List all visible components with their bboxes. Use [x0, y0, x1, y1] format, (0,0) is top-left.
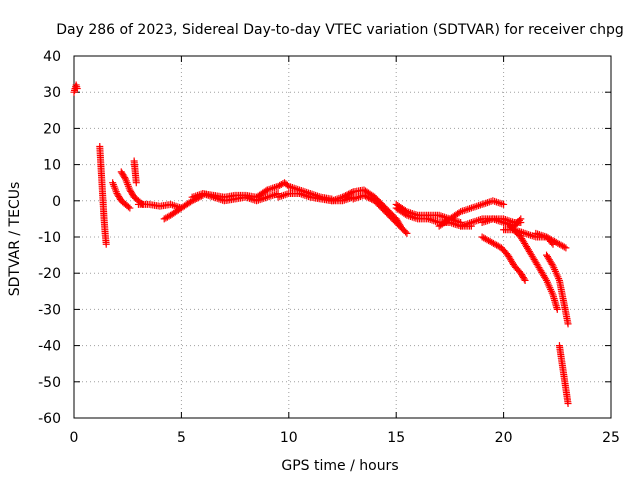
series-arc-6-9h: [199, 190, 282, 205]
point-12-1-1: [362, 192, 370, 200]
point-12-1-2: [363, 193, 371, 201]
y-tick-label-4: -20: [38, 266, 61, 282]
series-arc-13-15.5h: [349, 191, 411, 237]
point-11-1-4: [345, 190, 353, 198]
point-17-7-0: [521, 276, 529, 284]
point-11-1-1: [340, 192, 348, 200]
point-12-1-3: [365, 194, 373, 202]
series-arc-22-23h: [543, 251, 572, 328]
point-12-1-4: [366, 194, 374, 202]
point-0-3-0: [73, 85, 81, 93]
point-21-4-0: [562, 244, 570, 252]
series-arc-2.8h: [130, 157, 140, 187]
x-tick-label-2: 10: [280, 430, 298, 446]
point-1-6-0: [102, 240, 110, 248]
series-arc-21.5-23h: [532, 229, 570, 252]
series-arc-19-21h: [478, 233, 529, 284]
point-11-1-0: [339, 193, 346, 201]
point-22-0-6: [548, 260, 556, 268]
point-14-0-6: [401, 210, 409, 218]
y-tick-label-5: -10: [38, 230, 61, 246]
point-11-1-3: [343, 191, 351, 199]
x-tick-label-4: 20: [495, 430, 513, 446]
series-arc-1.2h: [96, 143, 110, 248]
x-tick-label-5: 25: [602, 430, 620, 446]
point-4-2-0: [132, 179, 140, 187]
point-2-4-0: [126, 204, 134, 212]
y-tick-label-0: -60: [38, 411, 61, 427]
x-tick-label-1: 5: [177, 430, 186, 446]
point-22-4-0: [564, 320, 572, 328]
x-tick-label-3: 15: [387, 430, 405, 446]
point-21-3-3: [560, 243, 568, 251]
axis-ticks: [73, 55, 612, 419]
series-arc-start: [70, 81, 81, 96]
y-tick-label-2: -40: [38, 339, 61, 355]
y-tick-label-8: 20: [43, 121, 61, 137]
y-tick-label-1: -50: [38, 375, 61, 391]
series-arc-20.3-22.5h: [506, 222, 561, 313]
point-11-1-5: [346, 189, 354, 197]
point-11-1-2: [342, 192, 350, 200]
series-arc-22.6-23h: [555, 342, 572, 408]
series-arc-1.8h: [109, 179, 134, 212]
point-15-6-0: [500, 200, 508, 208]
axis-tick-labels: 0 5 10 15 20 25 -60 -50 -40 -30 -20 -10 0 10 20 30 40: [38, 49, 620, 446]
point-15-1-6: [455, 209, 463, 217]
point-12-5-0: [403, 229, 411, 237]
point-12-4-7: [402, 228, 410, 236]
point-18-4-0: [517, 219, 525, 227]
y-tick-label-7: 10: [43, 158, 61, 174]
point-20-6-0: [553, 305, 561, 313]
point-7-6-6: [262, 187, 270, 195]
point-11-1-6: [348, 189, 356, 197]
point-2-3-2: [124, 203, 132, 211]
x-axis-label: GPS time / hours: [281, 458, 398, 474]
point-23-4-0: [564, 400, 572, 408]
point-3-0-4: [121, 174, 129, 182]
x-tick-label-0: 0: [70, 430, 79, 446]
chart-title: Day 286 of 2023, Sidereal Day-to-day VTE…: [56, 22, 624, 38]
y-tick-label-10: 40: [43, 49, 61, 65]
series-arc-19-20.8h: [478, 215, 525, 227]
y-tick-label-6: 0: [52, 194, 61, 210]
point-17-6-4: [520, 275, 528, 283]
series-arc-3-5h: [134, 200, 185, 212]
y-tick-label-9: 30: [43, 85, 61, 101]
point-12-1-0: [360, 191, 368, 199]
series-arc-17-20h: [435, 197, 508, 230]
y-tick-label-3: -30: [38, 302, 61, 318]
y-axis-label: SDTVAR / TECUs: [7, 182, 23, 297]
data-marks: [70, 81, 572, 408]
point-12-1-5: [368, 195, 376, 203]
